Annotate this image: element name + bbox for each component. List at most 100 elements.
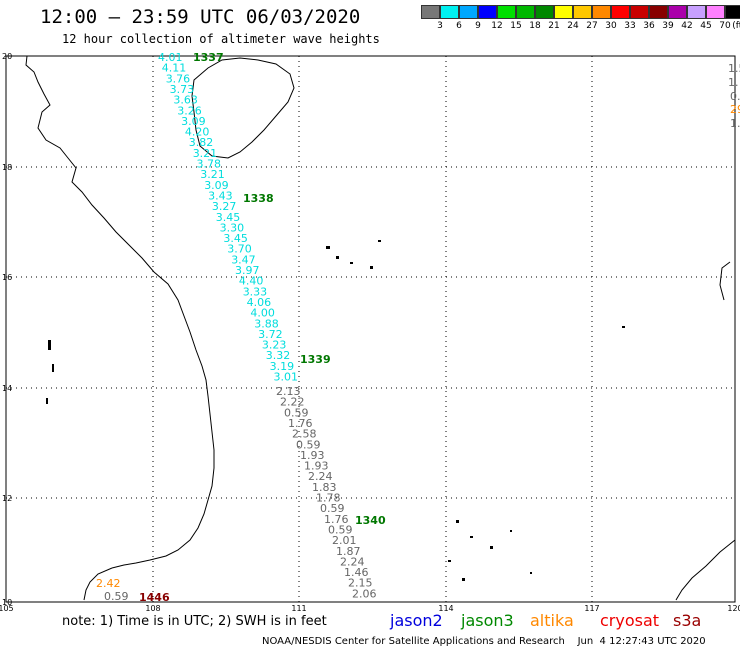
jason3-swh-value: 1.93 xyxy=(300,449,325,462)
jason3-swh-value: 3.09 xyxy=(181,115,206,128)
scale-label: 33 xyxy=(624,21,636,31)
legend-bar: note: 1) Time is in UTC; 2) SWH is in fe… xyxy=(0,611,740,633)
edge-swh-value: 1.5 xyxy=(728,62,740,75)
lat-tick-label: 18 xyxy=(2,163,12,172)
jason3-swh-value: 4.01 xyxy=(158,51,183,64)
footer-timestamp: Jun 4 12:27:43 UTC 2020 xyxy=(577,636,706,647)
spratly-island xyxy=(530,572,532,574)
legend-jason3: jason3 xyxy=(461,611,514,630)
island xyxy=(52,364,54,372)
palawan-coastline xyxy=(675,539,736,601)
scale-swatch xyxy=(440,5,459,19)
lat-tick-label: 10 xyxy=(2,598,12,607)
legend-s3a: s3a xyxy=(673,611,702,630)
legend-jason2: jason2 xyxy=(390,611,443,630)
lat-tick-label: 14 xyxy=(2,384,12,393)
island xyxy=(48,340,51,350)
jason3-swh-value: 3.21 xyxy=(200,168,225,181)
scale-label: 45 xyxy=(700,21,712,31)
jason3-swh-value: 1.76 xyxy=(288,417,313,430)
spratly-island xyxy=(490,546,493,549)
scale-label: 15 xyxy=(510,21,522,31)
scale-swatch xyxy=(535,5,554,19)
scale-label: 18 xyxy=(529,21,541,31)
satellite-tracks: 4.014.113.763.733.633.263.094.203.823.21… xyxy=(96,51,740,604)
scale-label: 27 xyxy=(586,21,598,31)
jason3-swh-value: 2.58 xyxy=(292,428,317,441)
jason3-swh-value: 3.26 xyxy=(177,104,202,117)
scale-swatch xyxy=(668,5,687,19)
spratly-island xyxy=(456,520,459,523)
jason3-swh-value: 4.11 xyxy=(162,62,187,75)
scale-label: 12 xyxy=(491,21,503,31)
jason3-swh-value: 3.33 xyxy=(243,285,268,298)
jason3-swh-value: 3.19 xyxy=(270,360,295,373)
scale-swatch xyxy=(725,5,740,19)
scale-label: 42 xyxy=(681,21,693,31)
coastline xyxy=(25,55,736,601)
jason3-swh-value: 3.82 xyxy=(189,136,214,149)
jason3-swh-value: 3.47 xyxy=(231,253,256,266)
scale-swatch xyxy=(497,5,516,19)
paracel-island xyxy=(350,262,353,264)
jason3-swh-value: 2.24 xyxy=(340,555,365,568)
jason3-swh-value: 2.15 xyxy=(348,577,373,590)
paracel-island xyxy=(370,266,373,269)
jason3-swh-value: 4.20 xyxy=(185,126,210,139)
lon-tick-label: 114 xyxy=(438,604,453,613)
edge-swh-value: 0. xyxy=(730,90,740,103)
lon-tick-label: 120 xyxy=(727,604,740,613)
legend-cryosat: cryosat xyxy=(600,611,660,630)
scale-label: 21 xyxy=(548,21,560,31)
jason3-swh-value: 1.87 xyxy=(336,545,361,558)
scale-swatch xyxy=(630,5,649,19)
scale-swatch xyxy=(687,5,706,19)
legend-altika: altika xyxy=(530,611,574,630)
jason3-swh-value: 1.46 xyxy=(344,566,369,579)
scale-label: 70 xyxy=(719,21,731,31)
scale-swatch xyxy=(554,5,573,19)
scale-label: 3 xyxy=(437,21,443,31)
scale-swatch xyxy=(459,5,478,19)
scale-swatch xyxy=(573,5,592,19)
jason3-swh-value: 1.83 xyxy=(312,481,337,494)
page-title: 12:00 – 23:59 UTC 06/03/2020 xyxy=(40,6,361,28)
jason3-swh-value: 3.63 xyxy=(173,94,198,107)
jason3-swh-value: 1.76 xyxy=(324,513,349,526)
scale-label: 39 xyxy=(662,21,674,31)
jason3-swh-value: 3.32 xyxy=(266,349,291,362)
footer: NOAA/NESDIS Center for Satellite Applica… xyxy=(262,636,706,647)
jason3-swh-value: 3.72 xyxy=(258,328,283,341)
jason3-swh-value: 2.22 xyxy=(280,396,305,409)
jason3-swh-value: 3.21 xyxy=(193,147,218,160)
islands xyxy=(46,240,625,581)
scale-label: 6 xyxy=(456,21,462,31)
pass-time-label: 1337 xyxy=(193,51,224,64)
axis-tick-labels: 105 108 111 114 117 120 20 18 16 14 12 10 xyxy=(0,52,740,613)
map-grid xyxy=(6,56,735,602)
jason3-swh-value: 3.27 xyxy=(212,200,237,213)
jason3-swh-value: 2.24 xyxy=(308,470,333,483)
vietnam-coastline xyxy=(25,55,215,569)
spratly-island xyxy=(470,536,473,538)
jason3-swh-value: 3.23 xyxy=(262,339,287,352)
lon-tick-label: 108 xyxy=(145,604,160,613)
reef xyxy=(622,326,625,328)
scale-swatch xyxy=(611,5,630,19)
jason3-swh-value: 3.45 xyxy=(216,211,241,224)
lon-tick-label: 117 xyxy=(584,604,599,613)
jason3-swh-value: 0.59 xyxy=(328,524,353,537)
spratly-island xyxy=(510,530,512,532)
jason3-swh-value: 2.01 xyxy=(332,534,357,547)
jason3-swh-value: 3.45 xyxy=(223,232,248,245)
jason3-swh-value: 1.93 xyxy=(304,460,329,473)
island xyxy=(46,398,48,404)
jason3-swh-value: 3.30 xyxy=(220,221,245,234)
scale-swatch xyxy=(478,5,497,19)
spratly-island xyxy=(462,578,465,581)
jason3-swh-value: 3.09 xyxy=(204,179,229,192)
legend-note: note: 1) Time is in UTC; 2) SWH is in fe… xyxy=(62,614,327,629)
jason3-swh-value: 0.59 xyxy=(284,406,309,419)
jason3-swh-value: 4.00 xyxy=(250,307,275,320)
